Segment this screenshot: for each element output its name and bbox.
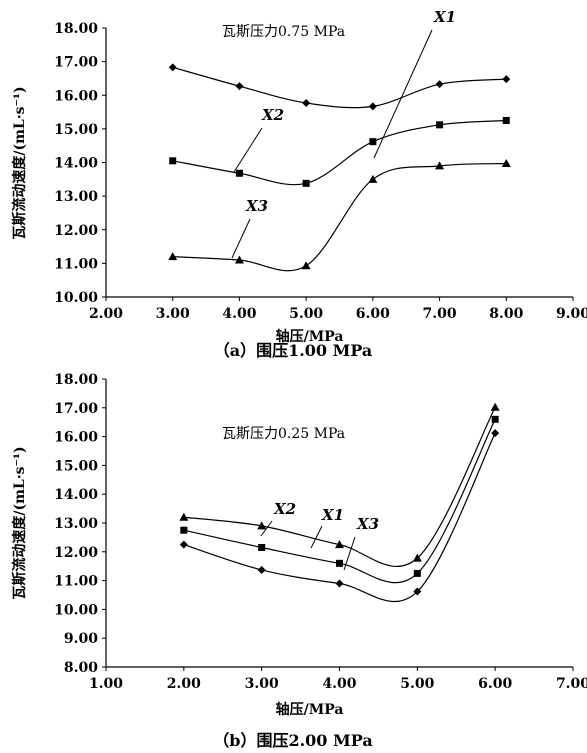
- y-tick-label: 14.00: [54, 156, 98, 172]
- series-line-x1: [172, 66, 507, 109]
- y-tick-label: 18.00: [54, 372, 98, 388]
- callout-line-x1: [373, 29, 433, 159]
- x-axis-title: 轴压/MPa: [276, 701, 344, 718]
- data-point-x1: [235, 82, 244, 91]
- gas-pressure-annotation: 瓦斯压力0.25 MPa: [222, 426, 345, 442]
- x-tick-label: 5.00: [400, 676, 434, 692]
- callout-line-x2: [233, 127, 263, 173]
- y-tick-label: 14.00: [54, 487, 98, 503]
- chart-a: 10.00 11.00 12.00 13.00 14.00 15.00 16.00 17.00…: [11, 8, 587, 360]
- callout-line-x3: [343, 536, 356, 571]
- data-point-x2: [180, 526, 188, 534]
- y-tick-label: 13.00: [54, 189, 98, 205]
- data-point-x3: [335, 579, 344, 588]
- x-tick-label: 9.00: [556, 306, 587, 322]
- x-tick-label: 2.00: [89, 306, 123, 322]
- data-point-x3: [435, 161, 445, 170]
- y-tick-label: 16.00: [54, 430, 98, 446]
- y-tick-label: 17.00: [54, 55, 98, 71]
- series-line-x2: [172, 119, 507, 186]
- x-tick-label: 5.00: [289, 306, 323, 322]
- y-axis-title: 瓦斯流动速度/(mL·s⁻¹): [11, 446, 28, 599]
- x-tick-label: 3.00: [245, 676, 279, 692]
- data-point-x2: [235, 169, 243, 177]
- data-point-x3: [257, 565, 266, 574]
- data-point-x2: [369, 138, 377, 146]
- x-tick-label: 6.00: [478, 676, 512, 692]
- y-tick-label: 12.00: [54, 545, 98, 561]
- data-point-x2: [302, 179, 310, 187]
- data-point-x2: [258, 543, 266, 551]
- series-label-x3: X3: [245, 197, 268, 215]
- data-point-x3: [413, 587, 422, 596]
- y-tick-label: 15.00: [54, 122, 98, 138]
- data-point-x3: [234, 255, 244, 264]
- callout-line-x3: [231, 218, 251, 259]
- data-point-x1: [502, 75, 511, 84]
- x-tick-label: 1.00: [89, 676, 123, 692]
- data-point-x1: [368, 102, 377, 111]
- y-tick-label: 18.00: [54, 21, 98, 37]
- callout-line-x2: [260, 520, 273, 537]
- y-axis-title: 瓦斯流动速度/(mL·s⁻¹): [11, 86, 28, 239]
- data-point-x1: [412, 553, 422, 562]
- x-tick-label: 8.00: [489, 306, 523, 322]
- y-tick-label: 11.00: [54, 256, 98, 272]
- series-line-x1: [183, 406, 496, 568]
- y-tick-label: 16.00: [54, 88, 98, 104]
- y-tick-label: 9.00: [64, 631, 98, 647]
- data-point-x2: [413, 569, 421, 577]
- data-point-x2: [436, 121, 444, 129]
- gas-pressure-annotation: 瓦斯压力0.75 MPa: [222, 24, 345, 40]
- series-label-x1: X1: [433, 8, 456, 26]
- y-tick-label: 11.00: [54, 574, 98, 590]
- x-tick-label: 4.00: [222, 306, 256, 322]
- series-label-x2: X2: [261, 106, 284, 124]
- data-point-x1: [168, 63, 177, 72]
- series-label-x1: X1: [321, 506, 344, 524]
- x-axis-title: 轴压/MPa: [276, 328, 344, 345]
- data-point-x1: [179, 512, 189, 521]
- callout-line-x1: [310, 525, 323, 549]
- series-line-x3: [183, 432, 496, 603]
- series-line-x2: [183, 419, 496, 584]
- chart-b: 8.00 9.00 10.00 11.00 12.00 13.00 14.00 15.00 16…: [11, 372, 587, 750]
- y-tick-label: 10.00: [54, 290, 98, 306]
- x-tick-label: 3.00: [156, 306, 190, 322]
- y-tick-label: 8.00: [64, 660, 98, 676]
- data-point-x1: [302, 98, 311, 107]
- x-tick-label: 7.00: [423, 306, 457, 322]
- data-point-x3: [501, 159, 511, 168]
- data-point-x2: [336, 559, 343, 567]
- data-point-x3: [368, 174, 378, 183]
- data-point-x3: [301, 261, 311, 270]
- chart-caption: （a）围压1.00 MPa: [214, 341, 373, 360]
- data-point-x3: [491, 429, 500, 438]
- series-line-x3: [172, 162, 507, 272]
- y-tick-label: 12.00: [54, 223, 98, 239]
- data-point-x2: [502, 116, 510, 124]
- data-point-x2: [491, 415, 499, 423]
- y-tick-label: 10.00: [54, 602, 98, 618]
- series-label-x2: X2: [273, 500, 296, 518]
- x-tick-label: 4.00: [322, 676, 356, 692]
- data-point-x1: [490, 402, 500, 411]
- data-point-x1: [435, 80, 444, 89]
- data-point-x3: [179, 540, 188, 549]
- data-point-x1: [335, 540, 344, 549]
- series-label-x3: X3: [356, 515, 379, 533]
- chart-caption: （b）围压2.00 MPa: [213, 731, 372, 750]
- y-tick-label: 17.00: [54, 401, 98, 417]
- data-point-x2: [169, 157, 177, 165]
- x-tick-label: 7.00: [556, 676, 587, 692]
- y-tick-label: 15.00: [54, 458, 98, 474]
- data-point-x3: [168, 252, 178, 261]
- data-point-x1: [257, 521, 267, 530]
- x-tick-label: 6.00: [356, 306, 390, 322]
- y-tick-label: 13.00: [54, 516, 98, 532]
- x-tick-label: 2.00: [167, 676, 201, 692]
